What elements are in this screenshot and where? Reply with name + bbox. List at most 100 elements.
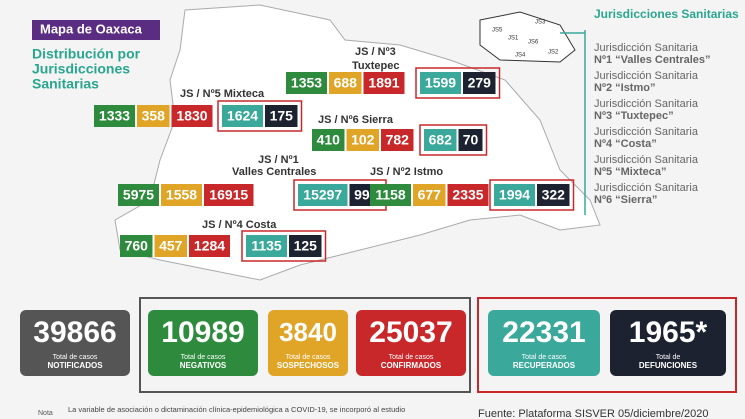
- value: 175: [270, 108, 294, 124]
- note: La variable de asociación o dictaminació…: [68, 405, 405, 414]
- value: 1135: [251, 238, 282, 254]
- value-box: [154, 235, 187, 257]
- legend-item: Jurisdicción Sanitaria: [594, 98, 699, 110]
- total-box: [20, 310, 130, 376]
- value: 1333: [99, 108, 130, 124]
- mini-label: JS1: [508, 36, 519, 42]
- total-value: 1965*: [629, 316, 708, 349]
- total-box: [356, 310, 466, 376]
- value-box: [189, 235, 230, 257]
- group-frame: [139, 297, 471, 393]
- value-box: [286, 72, 327, 94]
- value-box: [463, 72, 496, 94]
- value-box: [94, 105, 135, 127]
- value: 15297: [303, 187, 342, 203]
- total-box: [268, 310, 348, 376]
- subtitle: Sanitarias: [32, 76, 99, 92]
- mini-label: JS5: [492, 28, 503, 34]
- value-box: [370, 184, 411, 206]
- note-label: Nota: [38, 410, 53, 417]
- total-caption: Total de casos: [389, 354, 434, 361]
- value: 410: [317, 132, 341, 148]
- value-box: [137, 105, 170, 127]
- jurisdiction-label: JS / Nº6 Sierra: [318, 114, 394, 126]
- value: 2335: [452, 187, 483, 203]
- value: 1624: [227, 108, 258, 124]
- value: 16915: [209, 187, 248, 203]
- value-box: [346, 129, 379, 151]
- total-caption: Total de casos: [181, 354, 226, 361]
- value-box: [298, 184, 348, 206]
- source: Fuente: Plataforma SISVER 05/diciembre/2…: [478, 408, 709, 419]
- total-caption: Total de: [656, 354, 681, 361]
- value: 70: [463, 132, 479, 148]
- legend-item: Jurisdicción Sanitaria: [594, 70, 699, 82]
- legend-item: Jurisdicción Sanitaria: [594, 154, 699, 166]
- legend-item: Nº3 “Tuxtepec”: [594, 110, 674, 122]
- total-caption: Total de casos: [286, 354, 331, 361]
- jurisdiction-label: JS / Nº3: [355, 46, 396, 58]
- jurisdiction-label: JS / Nº2 Istmo: [370, 166, 443, 178]
- pair-frame: [415, 67, 501, 99]
- value-box: [413, 184, 446, 206]
- value: 1830: [176, 108, 207, 124]
- total-caption: NEGATIVOS: [180, 361, 227, 370]
- jurisdiction-label: JS / Nº1: [258, 154, 299, 166]
- value-box: [161, 184, 202, 206]
- value: 457: [159, 238, 183, 254]
- total-box: [488, 310, 600, 376]
- mini-label: JS3: [535, 20, 546, 26]
- tag: Mapa de Oaxaca: [40, 21, 143, 36]
- value-box: [204, 184, 254, 206]
- legend-item: Nº4 “Costa”: [594, 138, 657, 150]
- total-caption: RECUPERADOS: [513, 361, 576, 370]
- pair-frame: [217, 100, 303, 132]
- value: 358: [142, 108, 166, 124]
- value: 682: [429, 132, 453, 148]
- mini-label: JS6: [528, 40, 539, 46]
- value-box: [420, 72, 461, 94]
- value-box: [120, 235, 153, 257]
- total-caption: Total de casos: [53, 354, 98, 361]
- subtitle: Distribución por: [32, 46, 141, 62]
- legend-item: Jurisdicción Sanitaria: [594, 126, 699, 138]
- total-value: 10989: [161, 316, 244, 349]
- legend-item: Jurisdicción Sanitaria: [594, 42, 699, 54]
- jurisdiction-label: Valles Centrales: [232, 166, 316, 178]
- value-box: [447, 184, 489, 206]
- value-box: [312, 129, 345, 151]
- value-box: [494, 184, 535, 206]
- value: 1599: [425, 75, 456, 91]
- value-box: [265, 105, 298, 127]
- value: 782: [386, 132, 410, 148]
- total-caption: NOTIFICADOS: [47, 361, 103, 370]
- value-box: [118, 184, 159, 206]
- value: 279: [468, 75, 492, 91]
- value-box: [381, 129, 414, 151]
- value: 322: [542, 187, 566, 203]
- mini-map: [479, 11, 576, 63]
- group-frame: [477, 297, 737, 393]
- value: 760: [125, 238, 149, 254]
- value-box: [171, 105, 213, 127]
- legend-item: Nº2 “Istmo”: [594, 82, 655, 94]
- value: 102: [351, 132, 375, 148]
- value: 1284: [194, 238, 225, 254]
- total-value: 22331: [502, 316, 585, 349]
- value-box: [329, 72, 362, 94]
- value-box: [363, 72, 405, 94]
- value-box: [537, 184, 570, 206]
- total-caption: CONFIRMADOS: [381, 361, 442, 370]
- value: 1353: [291, 75, 322, 91]
- value-box: [458, 129, 483, 151]
- mini-label: JS2: [548, 50, 559, 56]
- value-box: [289, 235, 322, 257]
- pair-frame: [241, 230, 327, 262]
- jurisdiction-label: JS / Nº4 Costa: [202, 219, 277, 231]
- legend-item: Nº5 “Mixteca”: [594, 166, 667, 178]
- total-value: 25037: [369, 316, 452, 349]
- jurisdiction-label: JS / Nº5 Mixteca: [180, 88, 265, 100]
- legend-title: Jurisdicciones Sanitarias: [594, 7, 739, 21]
- value-box: [222, 105, 263, 127]
